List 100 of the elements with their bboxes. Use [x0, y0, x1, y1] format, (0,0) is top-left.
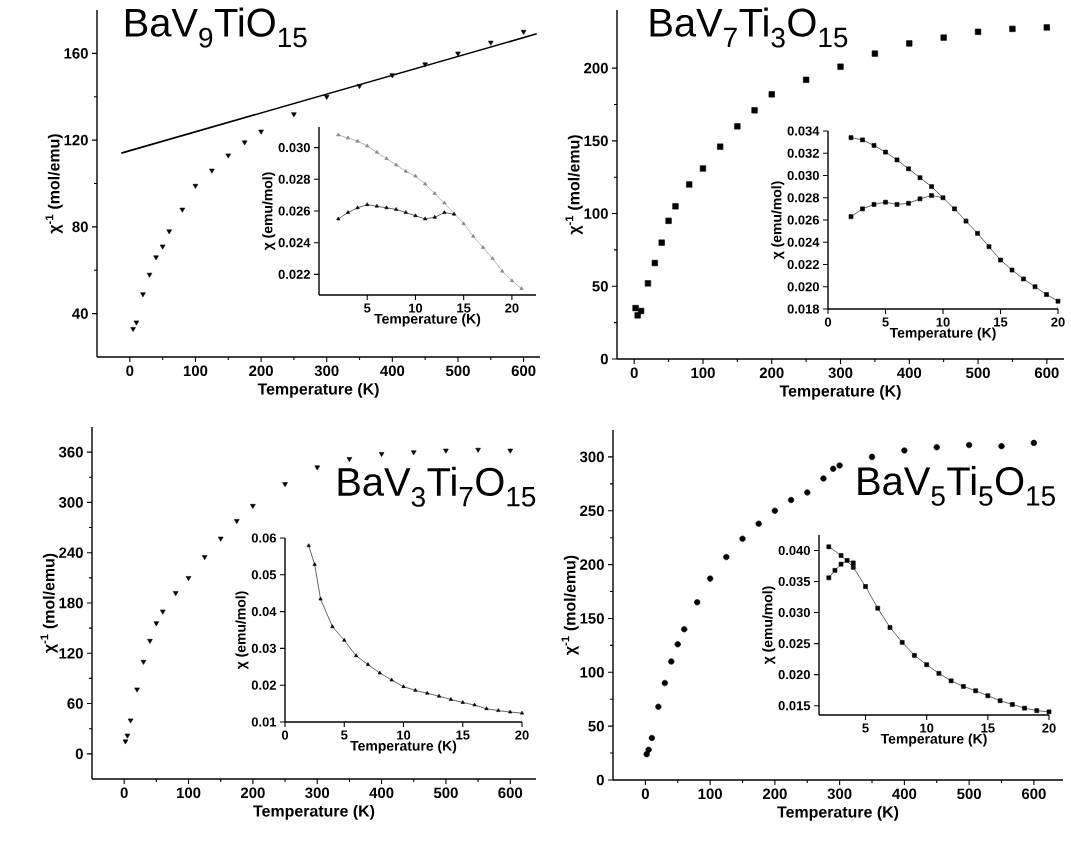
x-tick-label: 0 [630, 367, 638, 379]
text: BaV$_{5}$Ti$_{5}$O$_{15}$ [858, 466, 1055, 506]
y-tick-label: 0.01 [251, 717, 277, 727]
y-tick-label: 160 [64, 48, 88, 59]
x-tick-label: 100 [183, 365, 208, 377]
y-tick-label: 360 [58, 446, 83, 458]
y-tick-label: 300 [58, 497, 83, 508]
x-tick-label: 200 [240, 787, 265, 799]
y-tick-label: 0.030 [778, 607, 810, 618]
y-tick-label: 50 [588, 720, 604, 732]
x-tick-label: 10 [409, 303, 423, 313]
y-tick-label: 0 [600, 353, 608, 365]
x-tick-label: 20 [1042, 723, 1056, 733]
y-tick-label: 250 [580, 505, 604, 517]
y-tick-label: 0.03 [251, 643, 277, 653]
y-tick-label: 0.04 [251, 607, 277, 617]
y-axis-title: χ (emu/mol) [762, 586, 776, 665]
x-tick-label: 10 [397, 730, 411, 740]
y-tick-label: 180 [59, 597, 83, 609]
x-axis-title: Temperature (K) [777, 805, 899, 821]
x-tick-label: 10 [936, 317, 950, 327]
y-tick-label: 150 [580, 613, 604, 624]
y-axis-title: χ (emu/mol) [262, 172, 276, 251]
x-tick-label: 100 [177, 787, 201, 799]
x-tick-label: 0 [120, 787, 128, 799]
y-axis-title: χ$^{-1}$ (mol/emu) [40, 553, 58, 653]
x-tick-label: 400 [380, 365, 405, 377]
y-tick-label: 60 [67, 698, 83, 709]
y-tick-label: 0.025 [778, 639, 811, 649]
x-tick-label: 400 [369, 787, 394, 799]
x-tick-label: 600 [1034, 367, 1059, 379]
x-tick-label: 600 [498, 787, 523, 799]
x-axis-title: Temperature (K) [253, 804, 375, 820]
chart-title: BaV$_{7}$Ti$_{3}$O$_{15}$ [650, 7, 848, 48]
y-tick-label: 0.015 [778, 701, 811, 711]
y-tick-label: 240 [59, 547, 83, 558]
x-tick-label: 400 [892, 788, 917, 800]
x-tick-label: 500 [445, 365, 470, 377]
y-tick-label: 0.020 [787, 282, 819, 292]
x-tick-label: 300 [827, 788, 852, 800]
y-tick-label: 0 [596, 774, 604, 786]
x-tick-label: 5 [862, 723, 869, 733]
y-tick-label: 80 [72, 221, 88, 233]
y-tick-label: 0.05 [251, 570, 277, 580]
y-tick-label: 0.035 [778, 576, 811, 587]
text: BaV$_{3}$Ti$_{7}$O$_{15}$ [338, 466, 536, 507]
y-tick-label: 0.040 [778, 545, 810, 556]
y-tick-label: 0.030 [787, 170, 819, 181]
x-tick-label: 5 [882, 317, 889, 327]
y-axis-title: χ$^{-1}$ (mol/emu) [561, 555, 579, 655]
x-tick-label: 600 [1021, 788, 1046, 800]
x-axis-title: Temperature (K) [889, 327, 996, 341]
y-tick-label: 0.028 [278, 174, 311, 184]
y-tick-label: 50 [592, 280, 608, 292]
y-tick-label: 300 [579, 451, 604, 463]
x-tick-label: 0 [641, 788, 649, 800]
x-tick-label: 20 [1051, 317, 1065, 327]
x-tick-label: 5 [341, 730, 348, 740]
y-tick-label: 150 [584, 135, 608, 147]
x-tick-label: 600 [511, 365, 536, 377]
y-tick-label: 0.034 [787, 126, 820, 136]
y-tick-label: 200 [580, 559, 604, 570]
x-tick-label: 300 [828, 367, 853, 379]
x-tick-label: 5 [364, 303, 371, 313]
chart-title: BaV$_{9}$TiO$_{15}$ [125, 7, 307, 48]
y-tick-label: 200 [584, 62, 608, 74]
y-tick-label: 0.022 [278, 269, 310, 279]
y-tick-label: 0 [75, 748, 83, 760]
y-tick-label: 0.026 [278, 206, 311, 216]
x-axis-title: Temperature (K) [880, 733, 987, 747]
y-tick-label: 0.020 [778, 670, 810, 680]
x-tick-label: 500 [957, 788, 981, 800]
x-tick-label: 10 [920, 723, 934, 733]
y-tick-label: 0.022 [787, 259, 819, 270]
y-tick-label: 0.028 [787, 193, 820, 203]
y-axis-title: χ$^{-1}$ (mol/emu) [565, 135, 583, 235]
y-tick-label: 0.02 [251, 680, 276, 690]
x-tick-label: 100 [691, 367, 715, 379]
x-axis-title: Temperature (K) [350, 740, 457, 754]
x-tick-label: 0 [824, 317, 832, 327]
y-tick-label: 100 [584, 208, 608, 219]
x-tick-label: 500 [966, 367, 990, 379]
y-tick-label: 100 [580, 667, 604, 678]
y-tick-label: 120 [59, 647, 83, 659]
x-tick-label: 20 [515, 730, 529, 740]
y-tick-label: 0.024 [278, 238, 311, 248]
x-axis-title: Temperature (K) [257, 382, 379, 398]
y-axis-title: χ (emu/mol) [771, 181, 785, 260]
y-tick-label: 0.024 [787, 237, 820, 247]
y-tick-label: 0.018 [787, 304, 820, 314]
x-tick-label: 15 [994, 317, 1008, 327]
x-tick-label: 400 [897, 367, 922, 379]
y-tick-label: 0.026 [787, 215, 820, 225]
x-tick-label: 200 [759, 367, 784, 379]
y-tick-label: 0.032 [787, 148, 819, 158]
x-tick-label: 500 [433, 787, 458, 799]
x-axis-title: Temperature (K) [779, 384, 901, 400]
x-tick-label: 300 [314, 365, 339, 377]
x-tick-label: 20 [505, 303, 519, 313]
x-tick-label: 15 [981, 723, 995, 733]
